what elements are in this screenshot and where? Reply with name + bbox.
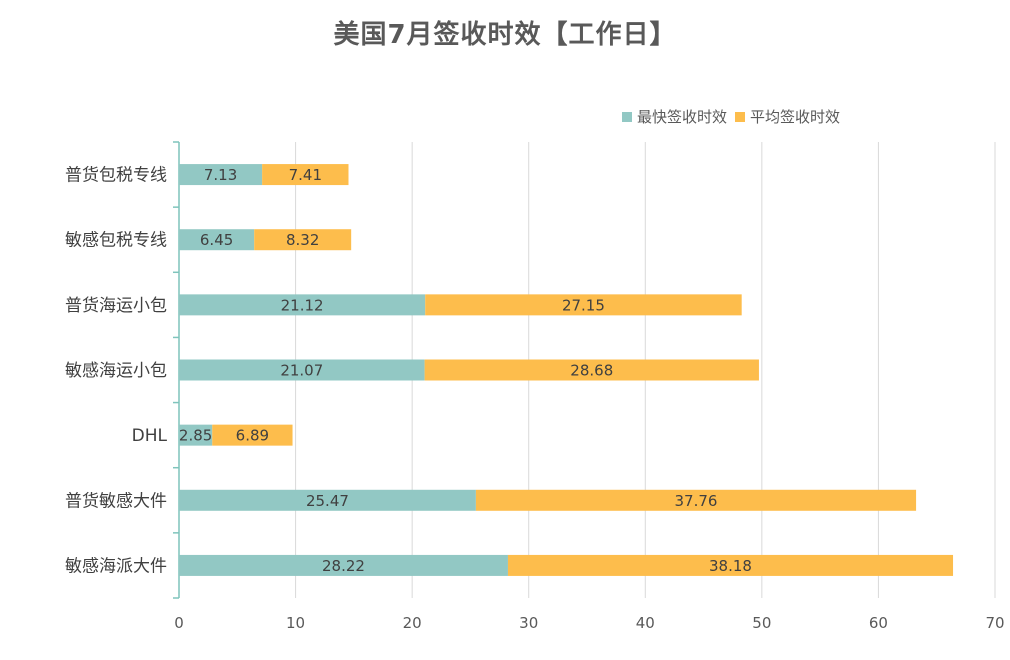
data-label: 37.76	[675, 492, 718, 510]
bar-segment-fastest	[179, 554, 508, 576]
data-label: 28.22	[322, 557, 365, 575]
data-label: 6.89	[236, 427, 269, 445]
data-label: 2.85	[179, 427, 212, 445]
data-label: 6.45	[200, 231, 233, 249]
x-tick-label: 40	[636, 614, 655, 632]
chart-title: 美国7月签收时效【工作日】	[333, 20, 677, 50]
data-label: 27.15	[562, 296, 605, 314]
bar-segment-fastest	[179, 229, 255, 251]
bar-segment-average	[475, 489, 917, 511]
data-label: 28.68	[570, 362, 613, 380]
bar-segment-fastest	[179, 424, 213, 446]
bar-segment-average	[425, 294, 742, 316]
category-label: DHL	[132, 426, 168, 446]
data-label: 7.41	[289, 166, 322, 184]
bar-segment-average	[212, 424, 293, 446]
legend: 最快签收时效 平均签收时效	[622, 106, 848, 127]
data-label: 38.18	[709, 557, 752, 575]
bar-segment-average	[507, 554, 954, 576]
legend-label-average: 平均签收时效	[750, 108, 841, 126]
bar-segment-fastest	[179, 489, 476, 511]
legend-label-fastest: 最快签收时效	[637, 108, 728, 126]
bar-segment-average	[424, 359, 759, 381]
data-label: 21.07	[280, 362, 323, 380]
legend-swatch-fastest	[622, 111, 632, 122]
data-label: 25.47	[306, 492, 349, 510]
x-tick-label: 0	[174, 614, 184, 632]
category-label: 敏感海运小包	[65, 361, 167, 381]
bar-segment-average	[262, 164, 349, 186]
legend-item-fastest: 最快签收时效	[622, 106, 727, 127]
category-label: 普货海运小包	[65, 296, 167, 316]
legend-swatch-average	[735, 111, 746, 122]
x-tick-label: 10	[286, 614, 305, 632]
data-label: 7.13	[204, 166, 237, 184]
category-label: 敏感海派大件	[65, 556, 167, 576]
data-label: 8.32	[286, 231, 319, 249]
bar-segment-fastest	[179, 164, 263, 186]
x-tick-label: 70	[985, 614, 1004, 632]
legend-item-average: 平均签收时效	[735, 106, 840, 127]
category-label: 敏感包税专线	[65, 231, 167, 251]
category-label: 普货包税专线	[65, 166, 167, 186]
category-label: 普货敏感大件	[65, 491, 167, 511]
bar-segment-fastest	[179, 359, 425, 381]
x-tick-label: 20	[403, 614, 422, 632]
bar-segment-fastest	[179, 294, 426, 316]
data-label: 21.12	[281, 296, 324, 314]
x-tick-label: 30	[519, 614, 538, 632]
x-tick-label: 50	[752, 614, 771, 632]
bar-segment-average	[254, 229, 352, 251]
x-tick-label: 60	[869, 614, 888, 632]
